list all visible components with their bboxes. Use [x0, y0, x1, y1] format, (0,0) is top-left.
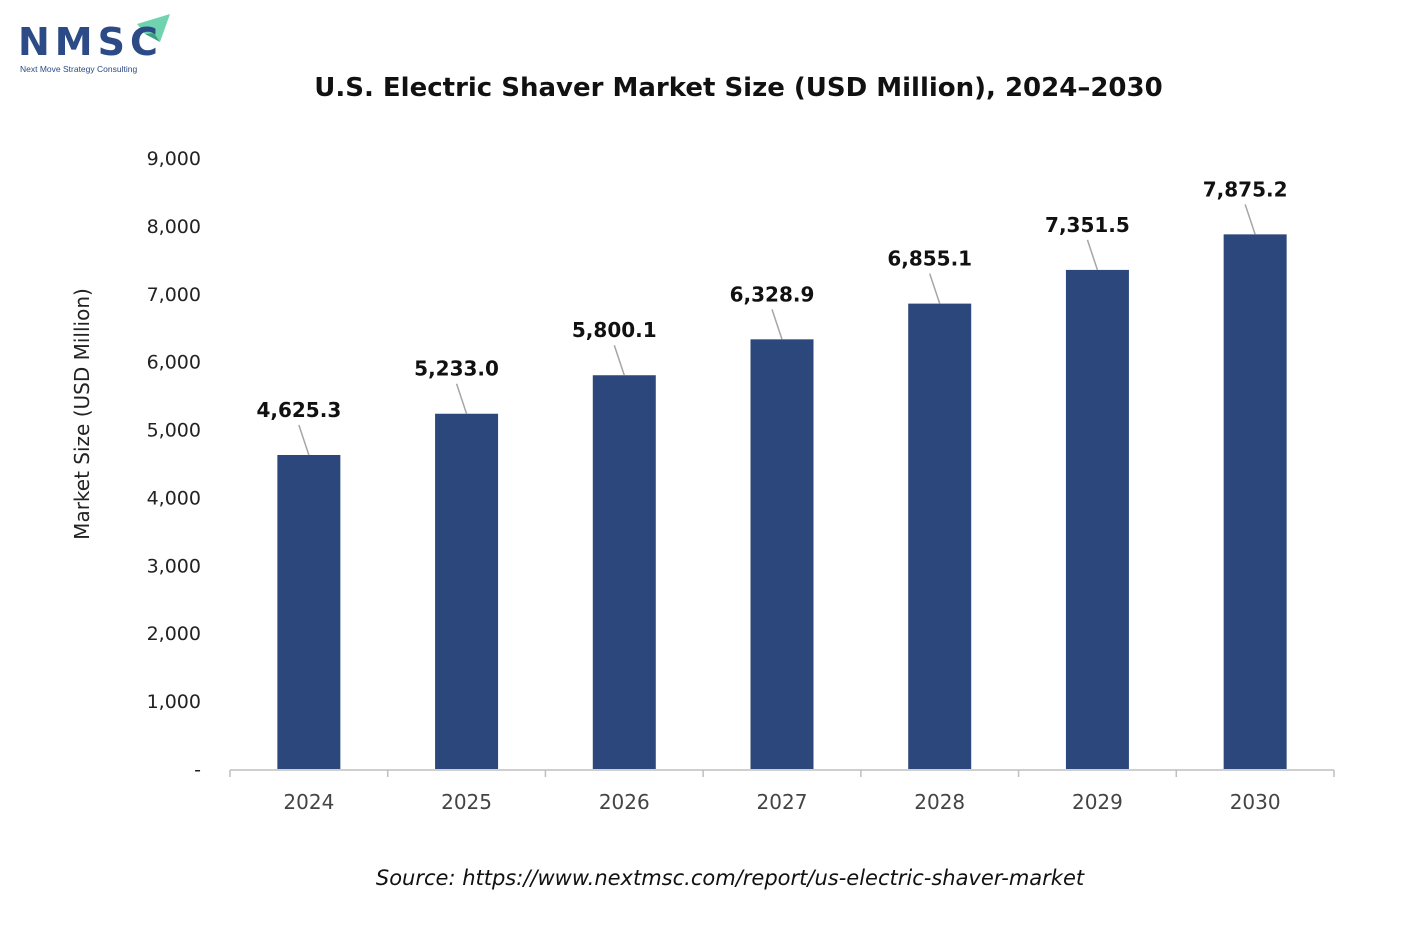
y-axis-label-group: Market Size (USD Million): [70, 288, 94, 540]
bar-2029: [1065, 269, 1129, 769]
y-tick-label: -: [194, 759, 201, 781]
leader-line: [1086, 239, 1099, 271]
value-label: 4,625.3: [256, 398, 341, 422]
y-axis-ticks: - 1,000 2,000 3,000 4,000 5,000 6,000 7,000 8,00…: [147, 148, 201, 781]
bar-2024: [277, 454, 341, 769]
bars: [277, 234, 1287, 769]
x-axis-tick-labels: 2024 2025 2026 2027 2028 2029 2030: [283, 790, 1280, 814]
y-tick-label: 9,000: [147, 148, 201, 170]
x-tick-label: 2027: [757, 790, 808, 814]
bar-2025: [435, 413, 499, 769]
y-tick-label: 5,000: [147, 420, 201, 442]
logo-tagline: Next Move Strategy Consulting: [20, 64, 138, 74]
x-tick-label: 2025: [441, 790, 492, 814]
leader-line: [929, 273, 941, 304]
leader-line: [455, 383, 468, 414]
y-tick-label: 4,000: [147, 487, 201, 509]
bar-2027: [750, 339, 814, 769]
x-tick-label: 2028: [914, 790, 965, 814]
chart-title: U.S. Electric Shaver Market Size (USD Mi…: [314, 73, 1163, 103]
x-tick-label: 2029: [1072, 790, 1123, 814]
y-tick-label: 2,000: [147, 623, 201, 645]
value-label: 5,800.1: [572, 318, 657, 342]
value-label: 6,855.1: [887, 247, 972, 271]
source-note: Source: https://www.nextmsc.com/report/u…: [375, 866, 1085, 890]
label-leader-lines: [298, 204, 1256, 456]
x-tick-label: 2026: [599, 790, 650, 814]
logo-arrow-icon: [137, 14, 170, 42]
leader-line: [298, 424, 310, 456]
y-tick-label: 8,000: [147, 216, 201, 238]
leader-line: [771, 309, 783, 340]
y-axis-label: Market Size (USD Million): [70, 288, 94, 540]
value-label: 7,875.2: [1203, 177, 1288, 201]
y-tick-label: 3,000: [147, 555, 201, 577]
y-tick-label: 6,000: [147, 352, 201, 374]
bar-2028: [908, 303, 972, 769]
y-tick-label: 1,000: [147, 691, 201, 713]
x-tick-label: 2030: [1230, 790, 1281, 814]
bar-2030: [1223, 234, 1287, 769]
x-axis: [229, 769, 1335, 777]
leader-line: [613, 345, 625, 376]
logo-wordmark: NMSC: [18, 20, 163, 64]
value-label: 5,233.0: [414, 357, 499, 381]
value-label: 7,351.5: [1045, 213, 1130, 237]
leader-line: [1244, 204, 1256, 235]
value-labels: 4,625.3 5,233.0 5,800.1 6,328.9 6,855.1 7,351…: [256, 177, 1287, 422]
y-tick-label: 7,000: [147, 284, 201, 306]
bar-2026: [592, 375, 656, 769]
x-tick-label: 2024: [283, 790, 334, 814]
nmsc-logo: [16, 12, 186, 76]
value-label: 6,328.9: [730, 282, 815, 306]
